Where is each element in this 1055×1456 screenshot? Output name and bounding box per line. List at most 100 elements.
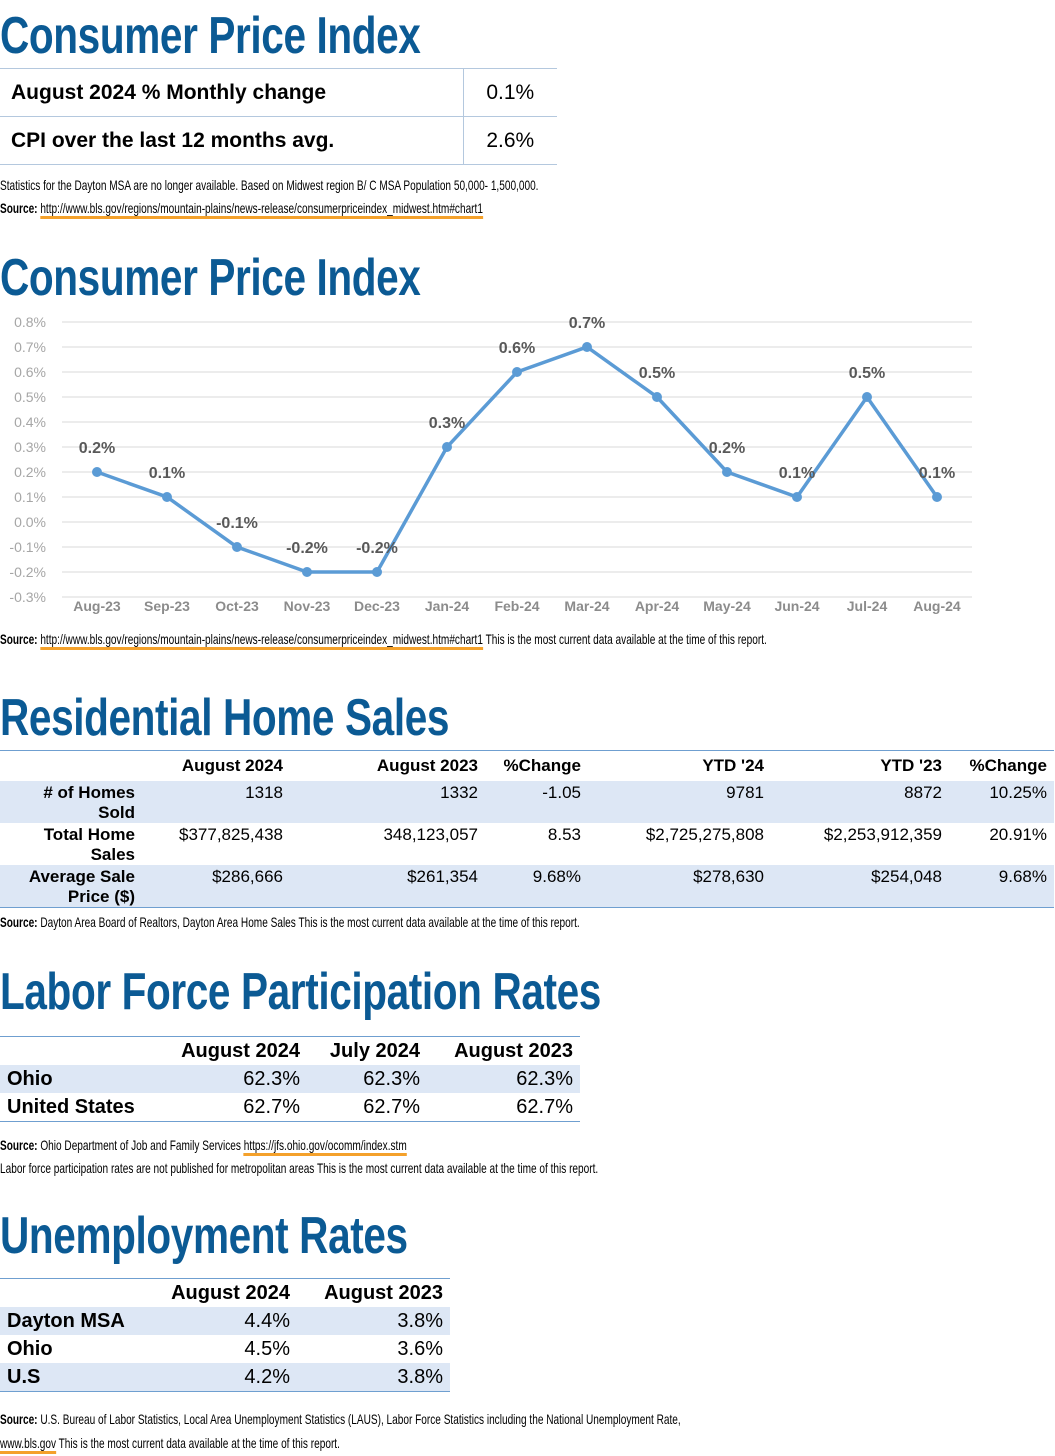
data-label: 0.1% <box>779 465 815 482</box>
y-tick-label: 0.5% <box>14 389 46 405</box>
cpi-table: August 2024 % Monthly change 0.1% CPI over… <box>0 68 557 165</box>
cell: 3.6% <box>397 1337 443 1360</box>
data-label: 0.5% <box>849 365 885 382</box>
cell: 2.6% <box>462 116 557 165</box>
cell: 62.7% <box>243 1095 300 1118</box>
point <box>92 467 102 477</box>
column-header: July 2024 <box>329 1039 420 1062</box>
cell: 20.91% <box>989 825 1047 844</box>
column-header: YTD '24 <box>702 756 764 775</box>
x-tick-label: Nov-23 <box>284 598 331 614</box>
x-tick-label: Jan-24 <box>425 598 470 614</box>
data-label: 0.2% <box>79 440 115 457</box>
source: Source: http://www.bls.gov/regions/mount… <box>0 199 483 219</box>
row: # of Homes Sold 1318 1332 -1.05 9781 8872 10.2… <box>0 781 1054 823</box>
point <box>442 442 452 452</box>
source-link[interactable]: https://jfs.ohio.gov/ocomm/index.stm <box>243 1137 407 1156</box>
cell: 1332 <box>440 783 478 802</box>
cell: 62.3% <box>243 1067 300 1090</box>
table-wrap: August 2024 August 2023 %Change YTD '24 YTD … <box>0 750 1054 908</box>
x-tick-label: Dec-23 <box>354 598 400 614</box>
source: Source: Dayton Area Board of Realtors, D… <box>0 913 580 931</box>
note: Statistics for the Dayton MSA are no lon… <box>0 177 539 193</box>
cell: $286,666 <box>212 867 283 886</box>
cell: 9.68% <box>998 867 1047 886</box>
cell: 348,123,057 <box>383 825 478 844</box>
point <box>302 567 312 577</box>
y-tick-label: 0.6% <box>14 364 46 380</box>
table-wrap: August 2024 July 2024 August 2023 Ohio 62.3%… <box>0 1036 580 1122</box>
y-tick-label: 0.1% <box>14 489 46 505</box>
y-tick-label: -0.1% <box>9 539 46 555</box>
cell: 0.1% <box>462 68 557 117</box>
data-table: August 2024 August 2023 Dayton MSA 4.4% 3.8%… <box>0 1278 450 1392</box>
y-tick-label: 0.8% <box>14 314 46 330</box>
x-tick-label: May-24 <box>703 598 751 614</box>
data-label: 0.6% <box>499 340 535 357</box>
cell: $254,048 <box>871 867 942 886</box>
source-text: This is the most current data available … <box>485 631 767 647</box>
source-link[interactable]: http://www.bls.gov/regions/mountain-plai… <box>40 631 483 650</box>
column-header: August 2023 <box>376 756 478 775</box>
source-link[interactable]: http://www.bls.gov/regions/mountain-plai… <box>40 200 483 219</box>
section-title: Consumer Price Index <box>0 7 421 65</box>
data-label: 0.7% <box>569 315 605 332</box>
y-tick-label: 0.3% <box>14 439 46 455</box>
cell: 9.68% <box>532 867 581 886</box>
source-link[interactable]: www.bls.gov <box>0 1435 57 1454</box>
point <box>652 392 662 402</box>
point <box>582 342 592 352</box>
cell: 3.8% <box>397 1309 443 1332</box>
row-label: # of Homes Sold <box>43 783 135 822</box>
data-label: 0.5% <box>639 365 675 382</box>
cell: $261,354 <box>407 867 478 886</box>
row-label: Dayton MSA <box>7 1309 125 1332</box>
section-title: Consumer Price Index <box>0 249 421 307</box>
cell: 10.25% <box>989 783 1047 802</box>
y-tick-label: 0.2% <box>14 464 46 480</box>
point <box>232 542 242 552</box>
row: Dayton MSA 4.4% 3.8% <box>0 1307 450 1335</box>
cpi-table-wrap: August 2024 % Monthly change 0.1% CPI over… <box>0 68 557 165</box>
point <box>932 492 942 502</box>
data-label: -0.1% <box>216 515 258 532</box>
x-tick-label: Mar-24 <box>564 598 609 614</box>
header-row: August 2024 August 2023 %Change YTD '24 YTD … <box>0 751 1054 782</box>
table-wrap: August 2024 August 2023 Dayton MSA 4.4% 3.8%… <box>0 1278 450 1392</box>
cell: $278,630 <box>693 867 764 886</box>
point <box>792 492 802 502</box>
cell: 62.7% <box>363 1095 420 1118</box>
source-label: Source: <box>0 200 38 216</box>
cell: $2,253,912,359 <box>823 825 942 844</box>
y-tick-label: -0.3% <box>9 589 46 605</box>
line <box>96 345 939 574</box>
cell: 4.2% <box>244 1365 290 1388</box>
y-tick-label: -0.2% <box>9 564 46 580</box>
cell: 4.5% <box>244 1337 290 1360</box>
x-tick-label: Sep-23 <box>144 598 190 614</box>
cell: -1.05 <box>542 783 581 802</box>
section-title: Residential Home Sales <box>0 689 450 747</box>
source-text: This is the most current data available … <box>58 1435 340 1451</box>
x-tick-label: Oct-23 <box>215 598 259 614</box>
data-table: August 2024 July 2024 August 2023 Ohio 62.3%… <box>0 1036 580 1122</box>
x-tick-label: Aug-23 <box>73 598 121 614</box>
source: www.bls.gov This is the most current dat… <box>0 1434 340 1454</box>
header-row: August 2024 August 2023 <box>0 1279 450 1308</box>
cell: 1318 <box>245 783 283 802</box>
y-tick-label: 0.7% <box>14 339 46 355</box>
point <box>862 392 872 402</box>
data-table: August 2024 August 2023 %Change YTD '24 YTD … <box>0 750 1054 908</box>
section-title: Labor Force Participation Rates <box>0 963 601 1021</box>
row: Ohio 62.3% 62.3% 62.3% <box>0 1065 580 1093</box>
y-tick-label: 0.0% <box>14 514 46 530</box>
corner <box>0 1037 160 1066</box>
row: U.S 4.2% 3.8% <box>0 1363 450 1392</box>
source-label: Source: <box>0 1137 38 1153</box>
row-label: Ohio <box>7 1337 53 1360</box>
cell: 62.7% <box>516 1095 573 1118</box>
row: United States 62.7% 62.7% 62.7% <box>0 1093 580 1122</box>
source-label: Source: <box>0 1411 38 1427</box>
column-header: %Change <box>969 756 1047 775</box>
